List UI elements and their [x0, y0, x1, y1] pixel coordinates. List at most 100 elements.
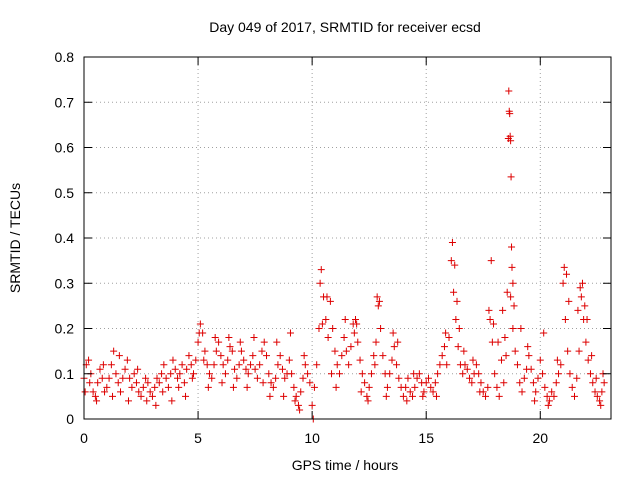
data-point [121, 365, 129, 373]
data-point [596, 397, 604, 405]
data-point [105, 374, 113, 382]
data-point [507, 173, 515, 181]
data-point [365, 383, 373, 391]
data-point [509, 325, 517, 332]
data-point [503, 288, 511, 296]
data-point [86, 379, 94, 387]
data-point [495, 392, 503, 400]
data-point [475, 370, 483, 378]
data-point [532, 388, 540, 396]
data-point [313, 361, 321, 369]
data-point [386, 370, 394, 378]
data-point [187, 361, 195, 369]
data-point [388, 356, 396, 364]
data-point [210, 361, 218, 369]
data-point [183, 365, 191, 373]
data-point [399, 392, 407, 400]
data-point [560, 263, 568, 271]
data-point [288, 370, 296, 378]
data-point [228, 347, 236, 355]
data-point [404, 374, 412, 382]
data-point [482, 392, 490, 400]
data-point [485, 306, 493, 314]
data-point [103, 383, 111, 391]
data-point [403, 397, 411, 405]
x-tick-label: 10 [304, 430, 320, 446]
data-point [328, 370, 336, 378]
data-point [487, 257, 495, 265]
data-point [508, 263, 516, 271]
data-point [114, 379, 122, 387]
data-point [453, 297, 461, 305]
data-point [247, 361, 255, 369]
data-point [134, 365, 142, 373]
data-point [559, 279, 567, 287]
data-point [290, 383, 298, 391]
data-point [507, 293, 515, 301]
data-point [338, 352, 346, 360]
data-point [422, 379, 430, 387]
data-point [586, 370, 594, 378]
data-point [194, 338, 202, 346]
data-point [539, 370, 547, 378]
data-point [231, 365, 239, 373]
data-point [550, 392, 558, 400]
data-point [204, 383, 212, 391]
data-point [520, 374, 528, 382]
data-point [540, 329, 548, 337]
data-point [251, 365, 259, 373]
x-tick-label: 0 [80, 430, 88, 446]
data-point [85, 356, 93, 364]
data-point [411, 383, 419, 391]
data-point [574, 306, 582, 314]
chart-title: Day 049 of 2017, SRMTID for receiver ecs… [209, 19, 481, 35]
y-axis-label: SRMTID / TECUs [7, 183, 23, 293]
gridlines [84, 57, 611, 419]
data-point [250, 334, 258, 342]
data-point [438, 352, 446, 360]
data-point [180, 379, 188, 387]
data-point [541, 383, 549, 391]
y-tick-label: 0 [66, 411, 74, 427]
data-point [593, 392, 601, 400]
data-point [143, 397, 151, 405]
data-point [142, 374, 150, 382]
data-point [135, 388, 143, 396]
data-point [555, 370, 563, 378]
data-point [511, 347, 519, 355]
data-point [363, 392, 371, 400]
data-point [226, 343, 234, 351]
data-point [566, 370, 574, 378]
data-point [597, 401, 605, 409]
data-point [242, 365, 250, 373]
data-point [536, 356, 544, 364]
data-point [589, 379, 597, 387]
data-point [205, 370, 213, 378]
data-point [578, 279, 586, 287]
data-point [493, 383, 501, 391]
data-point [203, 361, 211, 369]
data-point [561, 315, 569, 323]
data-point [286, 329, 294, 337]
data-point [548, 388, 556, 396]
data-point [256, 361, 264, 369]
data-point [563, 270, 571, 278]
data-point [499, 306, 507, 314]
data-point [341, 315, 349, 323]
data-point [162, 374, 170, 382]
data-point [96, 365, 104, 373]
data-point [351, 315, 359, 323]
data-point [445, 334, 453, 342]
data-point [413, 374, 421, 382]
data-point [429, 388, 437, 396]
data-point [155, 379, 163, 387]
data-point [484, 383, 492, 391]
data-point [267, 379, 275, 387]
data-point [486, 315, 494, 323]
data-point [115, 352, 123, 360]
data-point [174, 374, 182, 382]
data-point [188, 374, 196, 382]
data-point [124, 397, 132, 405]
data-point [508, 243, 516, 251]
data-point [443, 361, 451, 369]
